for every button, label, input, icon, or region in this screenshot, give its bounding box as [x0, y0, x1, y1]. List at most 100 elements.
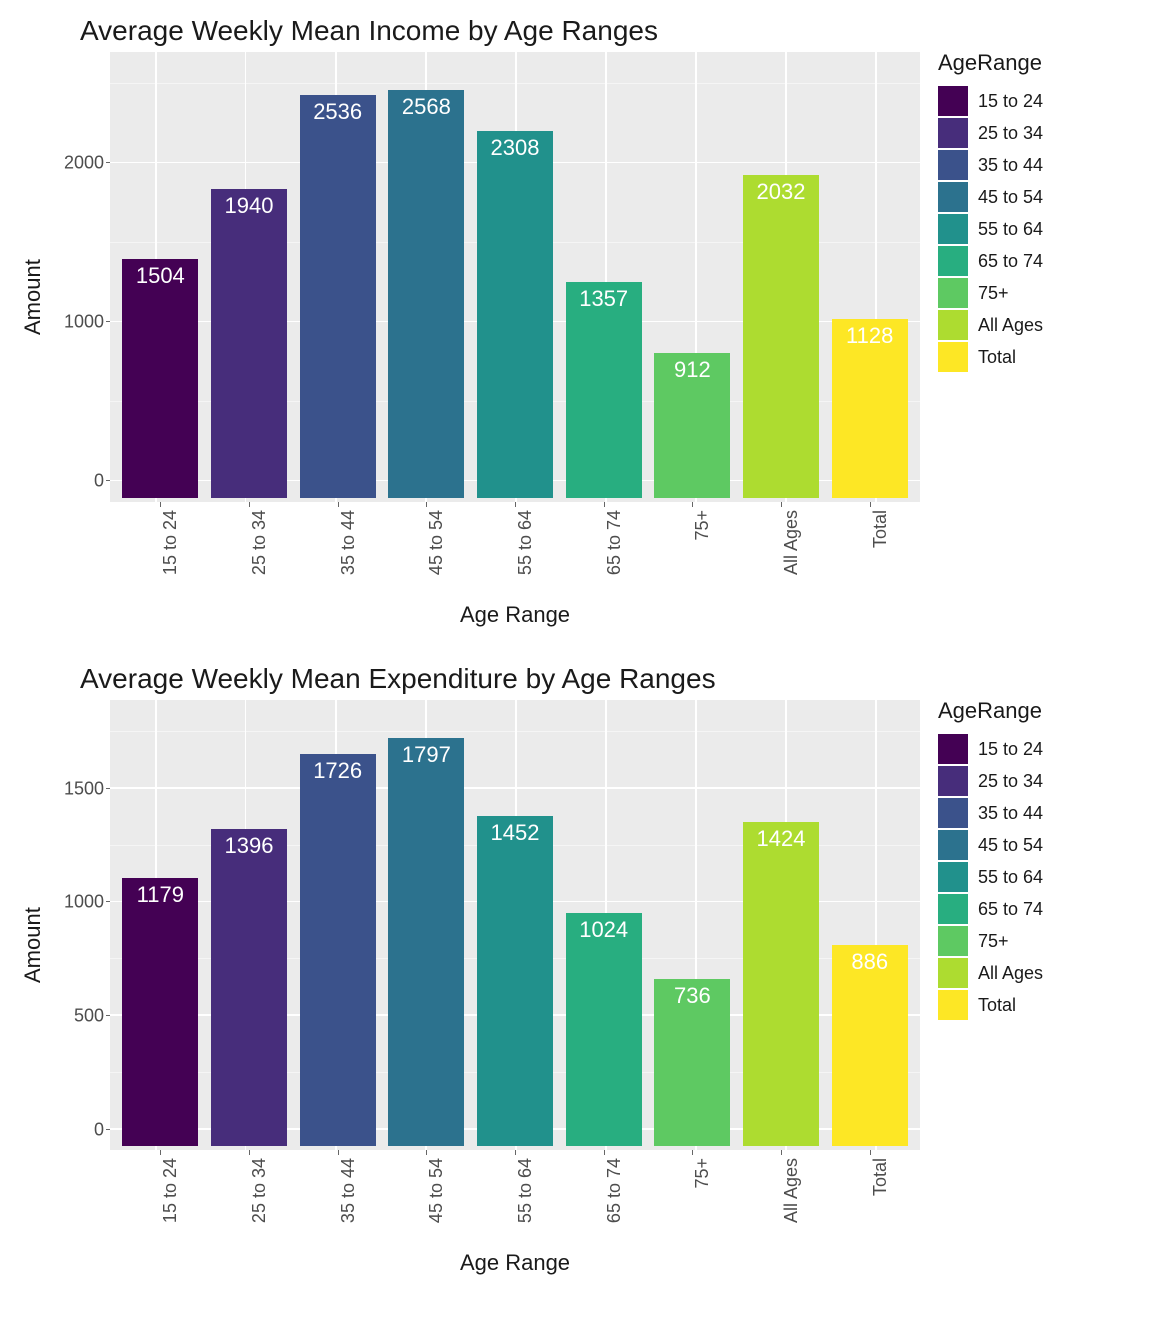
x-tick-mark: [338, 502, 339, 507]
x-tick-mark: [781, 1150, 782, 1155]
bar-slot: 1357: [559, 52, 648, 502]
chart-area: Average Weekly Mean Expenditure by Age R…: [20, 658, 920, 1286]
legend-title: AgeRange: [938, 50, 1130, 76]
x-tick-slot: 25 to 34: [205, 1150, 294, 1260]
x-tick-label: 15 to 24: [160, 510, 181, 575]
legend-swatch: [938, 278, 968, 308]
legend-item: 35 to 44: [938, 798, 1130, 828]
legend-label: 65 to 74: [978, 899, 1043, 920]
x-tick-slot: Total: [825, 1150, 914, 1260]
legend-label: 25 to 34: [978, 771, 1043, 792]
bar-slot: 1179: [116, 700, 205, 1150]
x-axis: 15 to 24 25 to 3435 to 44 45 to 54 55 to 64…: [110, 1150, 920, 1260]
bar: 1726: [300, 754, 376, 1146]
y-tick-label: 0: [94, 1119, 104, 1140]
x-tick-mark: [781, 502, 782, 507]
bar-slot: 1128: [825, 52, 914, 502]
bar-value-label: 1024: [579, 917, 628, 943]
bar-value-label: 886: [851, 949, 888, 975]
legend-item: All Ages: [938, 958, 1130, 988]
x-tick-label: Total: [870, 510, 891, 548]
y-axis-ticks: 010002000: [50, 52, 110, 502]
x-tick-slot: 65 to 74: [559, 502, 648, 612]
x-tick-slot: 65 to 74: [559, 1150, 648, 1260]
legend-item: 25 to 34: [938, 766, 1130, 796]
x-tick-slot: 75+: [648, 1150, 737, 1260]
x-tick-mark: [604, 1150, 605, 1155]
legend-swatch: [938, 830, 968, 860]
x-tick-label: 55 to 64: [515, 1158, 536, 1223]
legend-label: 45 to 54: [978, 187, 1043, 208]
bar: 1504: [122, 259, 198, 498]
bar: 886: [832, 945, 908, 1146]
bar: 912: [654, 353, 730, 498]
legend-swatch: [938, 86, 968, 116]
x-tick-label: All Ages: [781, 1158, 802, 1223]
legend-item: 65 to 74: [938, 246, 1130, 276]
bar: 2032: [743, 175, 819, 498]
legend: AgeRange 15 to 24 25 to 34 35 to 44 45 to 54…: [920, 10, 1130, 638]
x-tick-label: 45 to 54: [426, 510, 447, 575]
bar-slot: 1940: [205, 52, 294, 502]
x-tick-mark: [692, 1150, 693, 1155]
legend-label: 25 to 34: [978, 123, 1043, 144]
bar-value-label: 2568: [402, 94, 451, 120]
plot-box: Amount0500100015001179139617261797145210…: [20, 700, 920, 1150]
bars-group: 1504 1940 2536 2568 2308 1357912 2032 1128: [110, 52, 920, 502]
bar-value-label: 2308: [491, 135, 540, 161]
x-tick-label: 35 to 44: [338, 510, 359, 575]
x-tick-label: Total: [870, 1158, 891, 1196]
legend-title: AgeRange: [938, 698, 1130, 724]
y-axis-ticks: 050010001500: [50, 700, 110, 1150]
x-tick-mark: [249, 1150, 250, 1155]
y-tick-label: 1000: [64, 892, 104, 913]
legend-item: 45 to 54: [938, 182, 1130, 212]
x-tick-mark: [249, 502, 250, 507]
legend-swatch: [938, 926, 968, 956]
x-tick-slot: 35 to 44: [293, 1150, 382, 1260]
bar-slot: 2536: [293, 52, 382, 502]
legend-item: 25 to 34: [938, 118, 1130, 148]
legend-label: 35 to 44: [978, 803, 1043, 824]
plot-panel: 1179139617261797145210247361424886: [110, 700, 920, 1150]
bar-slot: 1396: [205, 700, 294, 1150]
x-tick-label: 65 to 74: [604, 1158, 625, 1223]
x-tick-slot: All Ages: [737, 1150, 826, 1260]
chart-title: Average Weekly Mean Expenditure by Age R…: [80, 663, 920, 695]
x-tick-slot: 25 to 34: [205, 502, 294, 612]
legend-label: 35 to 44: [978, 155, 1043, 176]
x-tick-slot: Total: [825, 502, 914, 612]
bar-value-label: 1504: [136, 263, 185, 289]
legend-label: 55 to 64: [978, 867, 1043, 888]
bar-slot: 912: [648, 52, 737, 502]
y-tick-label: 1000: [64, 312, 104, 333]
x-tick-slot: 45 to 54: [382, 502, 471, 612]
x-tick-mark: [160, 1150, 161, 1155]
legend-item: 35 to 44: [938, 150, 1130, 180]
y-tick-label: 500: [74, 1005, 104, 1026]
x-tick-slot: 15 to 24: [116, 1150, 205, 1260]
legend-item: 15 to 24: [938, 86, 1130, 116]
bar: 1128: [832, 319, 908, 498]
x-tick-label: 25 to 34: [249, 510, 270, 575]
x-tick-label: 45 to 54: [426, 1158, 447, 1223]
x-tick-label: 75+: [692, 1158, 713, 1189]
bar: 1797: [388, 738, 464, 1146]
x-tick-slot: 45 to 54: [382, 1150, 471, 1260]
bar-value-label: 2032: [757, 179, 806, 205]
x-tick-mark: [515, 1150, 516, 1155]
x-tick-mark: [515, 502, 516, 507]
x-tick-slot: 55 to 64: [471, 502, 560, 612]
legend-swatch: [938, 214, 968, 244]
bar-slot: 1024: [559, 700, 648, 1150]
legend-swatch: [938, 342, 968, 372]
y-tick-label: 0: [94, 471, 104, 492]
bar-slot: 2308: [471, 52, 560, 502]
legend-label: 65 to 74: [978, 251, 1043, 272]
bar: 1396: [211, 829, 287, 1146]
bar: 1357: [566, 282, 642, 498]
x-tick-label: 15 to 24: [160, 1158, 181, 1223]
x-tick-label: 75+: [692, 510, 713, 541]
bar-value-label: 2536: [313, 99, 362, 125]
legend-swatch: [938, 310, 968, 340]
